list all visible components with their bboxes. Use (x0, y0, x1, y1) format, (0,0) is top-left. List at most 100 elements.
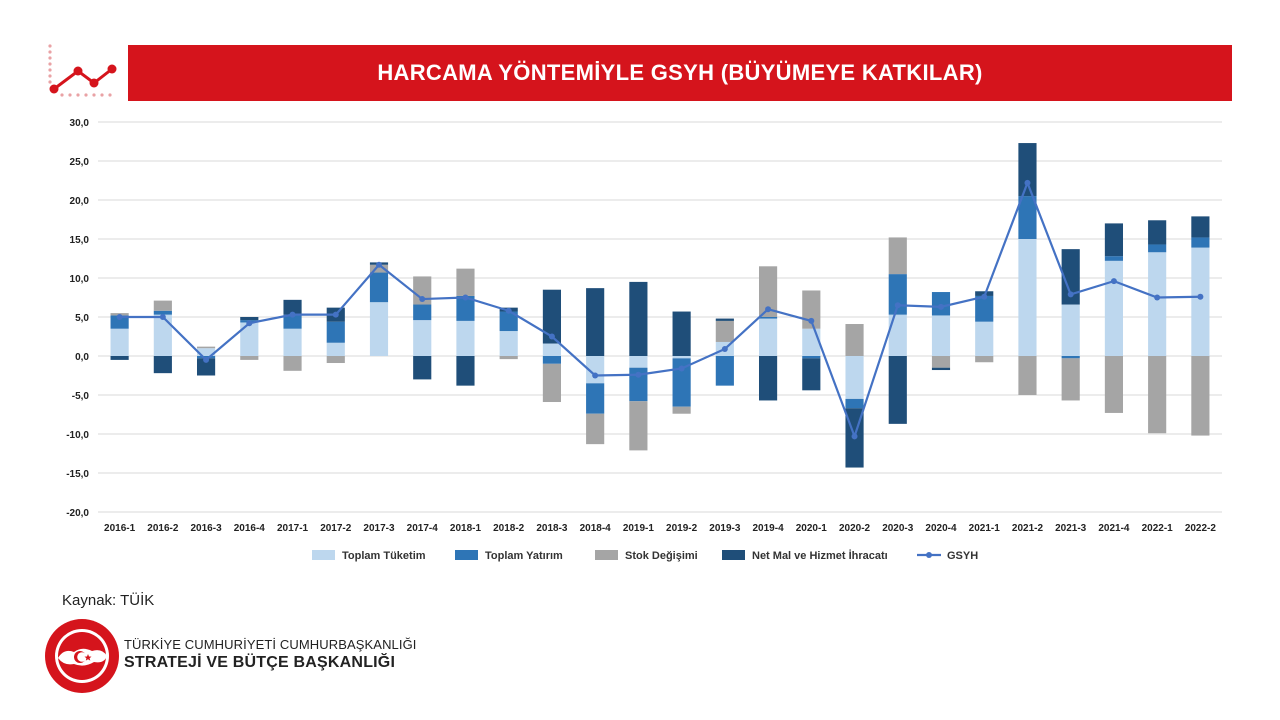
gsyh-point (505, 307, 512, 314)
x-tick-label: 2018-3 (536, 523, 568, 534)
x-tick-label: 2021-1 (969, 523, 1001, 534)
y-tick-label: 0,0 (75, 352, 89, 363)
bar-segment (499, 331, 518, 356)
page-title-text: HARCAMA YÖNTEMİYLE GSYH (BÜYÜMEYE KATKIL… (377, 60, 983, 85)
gsyh-point (116, 314, 123, 320)
bar-segment (715, 356, 734, 386)
x-tick-label: 2017-4 (407, 523, 439, 534)
bar-segment (802, 358, 821, 391)
x-tick-label: 2019-1 (623, 523, 655, 534)
bar-segment (369, 302, 389, 356)
bar-segment (1191, 247, 1210, 356)
gsyh-point (419, 296, 426, 303)
bar-segment (931, 315, 951, 356)
bar-segment (542, 356, 562, 364)
gsyh-point (159, 314, 166, 320)
bar-segment (629, 401, 648, 451)
institution-name: TÜRKİYE CUMHURİYETİ CUMHURBAŞKANLIĞI STR… (124, 637, 417, 672)
bar-segment (1104, 223, 1124, 257)
bar-segment (715, 320, 734, 342)
bar-segment (413, 304, 432, 321)
gsyh-point (592, 372, 599, 379)
y-tick-label: -5,0 (72, 391, 90, 402)
bar-segment (888, 356, 907, 424)
y-tick-label: -10,0 (66, 430, 89, 441)
legend-swatch-marker (926, 552, 932, 558)
bar-segment (542, 363, 562, 403)
y-tick-label: -20,0 (66, 508, 89, 519)
bar-segment (413, 320, 432, 356)
bar-segment (845, 356, 864, 399)
y-tick-label: -15,0 (66, 469, 89, 480)
bar-segment (110, 315, 129, 329)
bar-segment (629, 367, 648, 402)
x-tick-label: 2019-2 (666, 523, 698, 534)
bar-segment (456, 356, 475, 386)
bar-segment (975, 295, 994, 322)
institution-seal-icon (45, 619, 119, 693)
bar-segment (1061, 358, 1080, 401)
source-note: Kaynak: TÜİK (62, 592, 155, 609)
bar-segment (1148, 220, 1167, 245)
bar-segment (1104, 260, 1124, 356)
x-tick-label: 2019-4 (753, 523, 785, 534)
bar-segment (845, 324, 864, 356)
x-tick-label: 2020-4 (925, 523, 957, 534)
gsyh-point (1024, 179, 1031, 186)
bar-segment (1104, 256, 1124, 261)
legend-label: GSYH (947, 550, 978, 562)
legend-label: Toplam Tüketim (342, 550, 426, 562)
x-tick-label: 2016-4 (234, 523, 266, 534)
bar-segment (758, 318, 778, 356)
bar-segment (975, 291, 994, 296)
bar-segment (1061, 356, 1080, 359)
x-tick-label: 2022-1 (1142, 523, 1174, 534)
bar-segment (931, 292, 951, 316)
bar-segment (413, 356, 432, 380)
legend-label: Toplam Yatırım (485, 550, 563, 562)
institution-name-line1: TÜRKİYE CUMHURİYETİ CUMHURBAŞKANLIĞI (124, 637, 417, 652)
gsyh-point (376, 261, 382, 268)
y-tick-label: 25,0 (70, 157, 90, 168)
bar-segment (629, 356, 648, 368)
x-tick-label: 2018-2 (493, 523, 525, 534)
bar-segment (845, 398, 864, 409)
gsyh-point (938, 303, 944, 310)
gsyh-point (635, 371, 642, 378)
growth-contributions-chart: -20,0 -15,0 -10,0 -5,0 0,0 5,0 10,0 15,0 20,0 25,… (66, 118, 1222, 562)
bar-segment (153, 356, 172, 374)
bar-segment (283, 328, 302, 356)
bar-segment (1191, 237, 1210, 248)
x-tick-label: 2021-4 (1098, 523, 1130, 534)
gsyh-point (203, 356, 210, 363)
bar-segment (196, 346, 216, 349)
bar-segment (283, 314, 302, 329)
x-tick-label: 2020-2 (839, 523, 871, 534)
bar-segment (110, 328, 129, 356)
bar-segment (586, 383, 605, 414)
bar-segment (672, 406, 691, 414)
bar-segment (196, 358, 216, 376)
x-tick-label: 2020-3 (882, 523, 914, 534)
bar-segment (975, 356, 994, 363)
bar-segment (369, 264, 389, 273)
y-tick-label: 30,0 (70, 118, 90, 129)
x-tick-label: 2019-3 (709, 523, 741, 534)
bar-segment (802, 328, 821, 356)
x-tick-label: 2018-4 (580, 523, 612, 534)
bar-segment (715, 318, 734, 321)
bar-segment (586, 288, 605, 356)
bar-segment (931, 367, 951, 371)
bar-segment (629, 281, 648, 356)
bar-segment (456, 320, 475, 356)
gsyh-point (981, 293, 988, 300)
bar-segment (456, 295, 475, 321)
bar-segment (1104, 356, 1124, 413)
gsyh-point (1067, 291, 1074, 298)
y-tick-label: 20,0 (70, 196, 90, 207)
x-tick-label: 2020-1 (796, 523, 828, 534)
bar-segment (1148, 244, 1167, 253)
bar-segment (326, 342, 345, 356)
bar-segment (153, 310, 172, 315)
x-tick-label: 2016-1 (104, 523, 136, 534)
